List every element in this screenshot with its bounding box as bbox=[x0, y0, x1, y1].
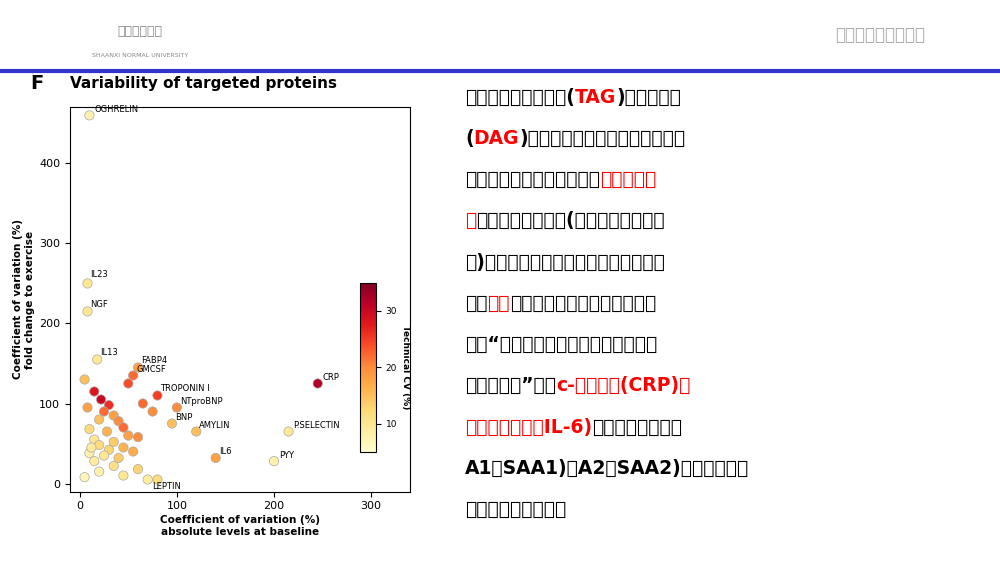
Point bbox=[81, 449, 97, 458]
Point bbox=[106, 437, 122, 446]
Text: BNP: BNP bbox=[175, 413, 192, 422]
Point bbox=[79, 403, 95, 412]
Point bbox=[89, 355, 105, 364]
Text: c-反应蛋白(CRP)、: c-反应蛋白(CRP)、 bbox=[556, 376, 690, 396]
Text: 外源性小分: 外源性小分 bbox=[600, 170, 656, 189]
X-axis label: Coefficient of variation (%)
absolute levels at baseline: Coefficient of variation (%) absolute le… bbox=[160, 515, 320, 537]
Point bbox=[115, 423, 131, 432]
Text: )的种类变化最多。同样，从环境: )的种类变化最多。同样，从环境 bbox=[519, 129, 685, 148]
Point bbox=[86, 387, 102, 396]
Point bbox=[130, 464, 146, 473]
Text: CRP: CRP bbox=[323, 373, 339, 382]
Text: TROPONIN I: TROPONIN I bbox=[160, 384, 210, 393]
Text: AMYLIN: AMYLIN bbox=[199, 421, 231, 430]
Text: SHAANXI NORMAL UNIVERSITY: SHAANXI NORMAL UNIVERSITY bbox=[92, 53, 188, 58]
Point bbox=[149, 475, 165, 484]
Text: 子: 子 bbox=[465, 211, 476, 231]
Point bbox=[83, 443, 99, 452]
Point bbox=[115, 471, 131, 480]
Point bbox=[125, 371, 141, 380]
Text: OGHRELIN: OGHRELIN bbox=[94, 105, 138, 114]
Point bbox=[111, 453, 127, 462]
Point bbox=[130, 433, 146, 442]
Text: IL23: IL23 bbox=[90, 271, 108, 280]
Point bbox=[208, 453, 224, 462]
Point bbox=[145, 407, 161, 416]
Text: PYY: PYY bbox=[279, 450, 294, 459]
Point bbox=[101, 401, 117, 410]
Point bbox=[111, 416, 127, 425]
Text: DAG: DAG bbox=[474, 129, 519, 148]
Point bbox=[101, 445, 117, 454]
Point bbox=[164, 419, 180, 428]
Text: 现，: 现， bbox=[465, 294, 488, 313]
Point bbox=[130, 363, 146, 372]
Point bbox=[96, 407, 112, 416]
Point bbox=[79, 307, 95, 316]
Point bbox=[77, 472, 93, 481]
Text: (: ( bbox=[465, 129, 474, 148]
Text: 白细胞介素６（IL-6): 白细胞介素６（IL-6) bbox=[465, 418, 592, 437]
Point bbox=[91, 415, 107, 424]
Text: 在脂类中，甘油三酯(: 在脂类中，甘油三酯( bbox=[465, 88, 575, 107]
Text: FABP4: FABP4 bbox=[141, 356, 167, 365]
Point bbox=[149, 391, 165, 400]
Point bbox=[125, 447, 141, 456]
Text: P.SELECTIN: P.SELECTIN bbox=[293, 421, 340, 430]
Point bbox=[81, 111, 97, 120]
Text: 中获得的或微生物组产生的: 中获得的或微生物组产生的 bbox=[465, 170, 600, 189]
Text: NGF: NGF bbox=[90, 300, 108, 309]
Point bbox=[106, 411, 122, 420]
Text: LEPTIN: LEPTIN bbox=[153, 482, 181, 491]
Text: 步支持了这一观点。: 步支持了这一观点。 bbox=[465, 500, 566, 519]
Point bbox=[86, 457, 102, 466]
Y-axis label: Coefficient of variation (%)
fold change to exercise: Coefficient of variation (%) fold change… bbox=[13, 219, 35, 380]
Text: A1（SAA1)和A2（SAA2)的变异性进一: A1（SAA1)和A2（SAA2)的变异性进一 bbox=[465, 459, 749, 478]
Point bbox=[266, 457, 282, 466]
Text: 炎症: 炎症 bbox=[488, 294, 510, 313]
Point bbox=[91, 467, 107, 476]
Point bbox=[135, 399, 151, 408]
Point bbox=[115, 443, 131, 452]
Text: IL13: IL13 bbox=[100, 348, 118, 357]
Text: TAG: TAG bbox=[575, 88, 616, 107]
Text: )和二甲油酯: )和二甲油酯 bbox=[616, 88, 681, 107]
Text: 和血清淠粉样蛋白: 和血清淠粉样蛋白 bbox=[592, 418, 682, 437]
Point bbox=[81, 425, 97, 434]
Text: Variability of targeted proteins: Variability of targeted proteins bbox=[70, 76, 337, 91]
Point bbox=[140, 475, 156, 484]
Point bbox=[86, 435, 102, 444]
Point bbox=[120, 431, 136, 440]
Y-axis label: Technical CV (%): Technical CV (%) bbox=[401, 325, 410, 410]
Text: NTproBNP: NTproBNP bbox=[180, 397, 222, 406]
Point bbox=[281, 427, 297, 436]
Point bbox=[169, 403, 185, 412]
Text: 呃)。使用可变转录本进行的富集分析发: 呃)。使用可变转录本进行的富集分析发 bbox=[465, 253, 665, 272]
Point bbox=[106, 462, 122, 471]
Text: 之间的通信”等。: 之间的通信”等。 bbox=[465, 376, 556, 396]
Point bbox=[96, 451, 112, 460]
Text: GMCSF: GMCSF bbox=[136, 365, 166, 374]
Text: 是最易变的代谢物(如次生胆汁酸和吱: 是最易变的代谢物(如次生胆汁酸和吱 bbox=[476, 211, 665, 231]
Point bbox=[77, 375, 93, 384]
Point bbox=[79, 279, 95, 288]
Text: IL6: IL6 bbox=[219, 447, 231, 457]
Point bbox=[93, 395, 109, 404]
Point bbox=[120, 379, 136, 388]
Text: 陕西师范大学: 陕西师范大学 bbox=[118, 25, 162, 38]
Text: 最易变的生物学过程，其通路: 最易变的生物学过程，其通路 bbox=[510, 294, 656, 313]
Point bbox=[91, 441, 107, 450]
Point bbox=[310, 379, 326, 388]
Text: 包括“先天免疫细胞和适应性免疫细胞: 包括“先天免疫细胞和适应性免疫细胞 bbox=[465, 335, 657, 354]
Point bbox=[99, 427, 115, 436]
Text: 运动科学与科学运动: 运动科学与科学运动 bbox=[835, 27, 925, 44]
Point bbox=[188, 427, 204, 436]
Text: F: F bbox=[30, 74, 43, 93]
